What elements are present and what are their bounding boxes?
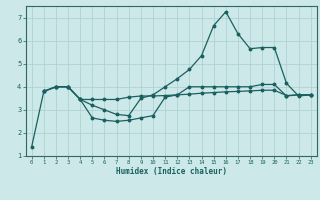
X-axis label: Humidex (Indice chaleur): Humidex (Indice chaleur): [116, 167, 227, 176]
